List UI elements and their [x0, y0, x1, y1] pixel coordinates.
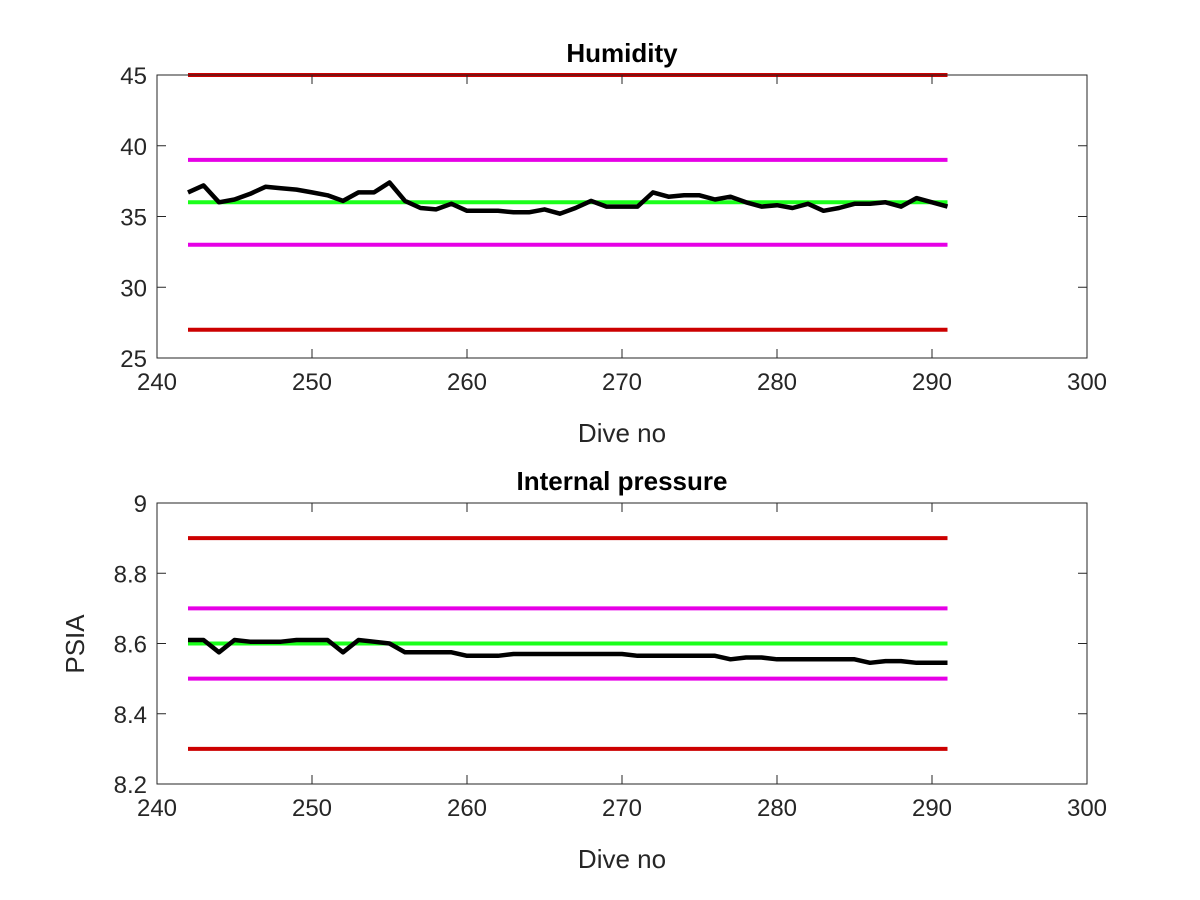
- internal-pressure-panel: 240 250 260 270 280 290 300 8.2 8.4 8.6 8.8 9 Inter…: [60, 466, 1107, 874]
- humidity-y-tick-label: 45: [120, 63, 147, 90]
- humidity-x-tick-label: 280: [757, 369, 797, 396]
- internal-pressure-plot-area: [188, 536, 948, 751]
- humidity-title: Humidity: [566, 38, 678, 68]
- internal-pressure-x-tick-label: 270: [602, 795, 642, 822]
- internal-pressure-ticks: 240 250 260 270 280 290 300 8.2 8.4 8.6 8.8 9: [114, 491, 1107, 822]
- humidity-panel: 240 250 260 270 280 290 300 25 30 35 40 45 Humidity…: [120, 38, 1107, 448]
- humidity-y-tick-label: 40: [120, 134, 147, 161]
- humidity-y-tick-label: 30: [120, 275, 147, 302]
- humidity-ticks: 240 250 260 270 280 290 300 25 30 35 40 45: [120, 63, 1107, 396]
- internal-pressure-x-tick-label: 280: [757, 795, 797, 822]
- humidity-x-tick-label: 290: [912, 369, 952, 396]
- humidity-x-tick-label: 270: [602, 369, 642, 396]
- internal-pressure-x-axis-label: Dive no: [578, 844, 666, 874]
- internal-pressure-y-tick-label: 8.2: [114, 772, 147, 799]
- internal-pressure-data-line: [188, 637, 948, 666]
- internal-pressure-y-tick-label: 8.8: [114, 561, 147, 588]
- humidity-x-tick-label: 260: [447, 369, 487, 396]
- internal-pressure-x-tick-label: 260: [447, 795, 487, 822]
- humidity-x-tick-label: 250: [292, 369, 332, 396]
- humidity-data-line: [187, 180, 949, 216]
- internal-pressure-x-tick-label: 240: [137, 795, 177, 822]
- internal-pressure-y-axis-label: PSIA: [60, 614, 90, 674]
- humidity-x-axis-label: Dive no: [578, 418, 666, 448]
- humidity-x-tick-label: 300: [1067, 369, 1107, 396]
- internal-pressure-x-tick-label: 300: [1067, 795, 1107, 822]
- internal-pressure-x-tick-label: 290: [912, 795, 952, 822]
- internal-pressure-y-tick-label: 8.6: [114, 632, 147, 659]
- humidity-y-tick-label: 25: [120, 346, 147, 373]
- humidity-y-tick-label: 35: [120, 205, 147, 232]
- internal-pressure-y-tick-label: 9: [134, 491, 147, 518]
- internal-pressure-y-tick-label: 8.4: [114, 702, 147, 729]
- humidity-x-tick-label: 240: [137, 369, 177, 396]
- internal-pressure-x-tick-label: 250: [292, 795, 332, 822]
- internal-pressure-title: Internal pressure: [517, 466, 728, 496]
